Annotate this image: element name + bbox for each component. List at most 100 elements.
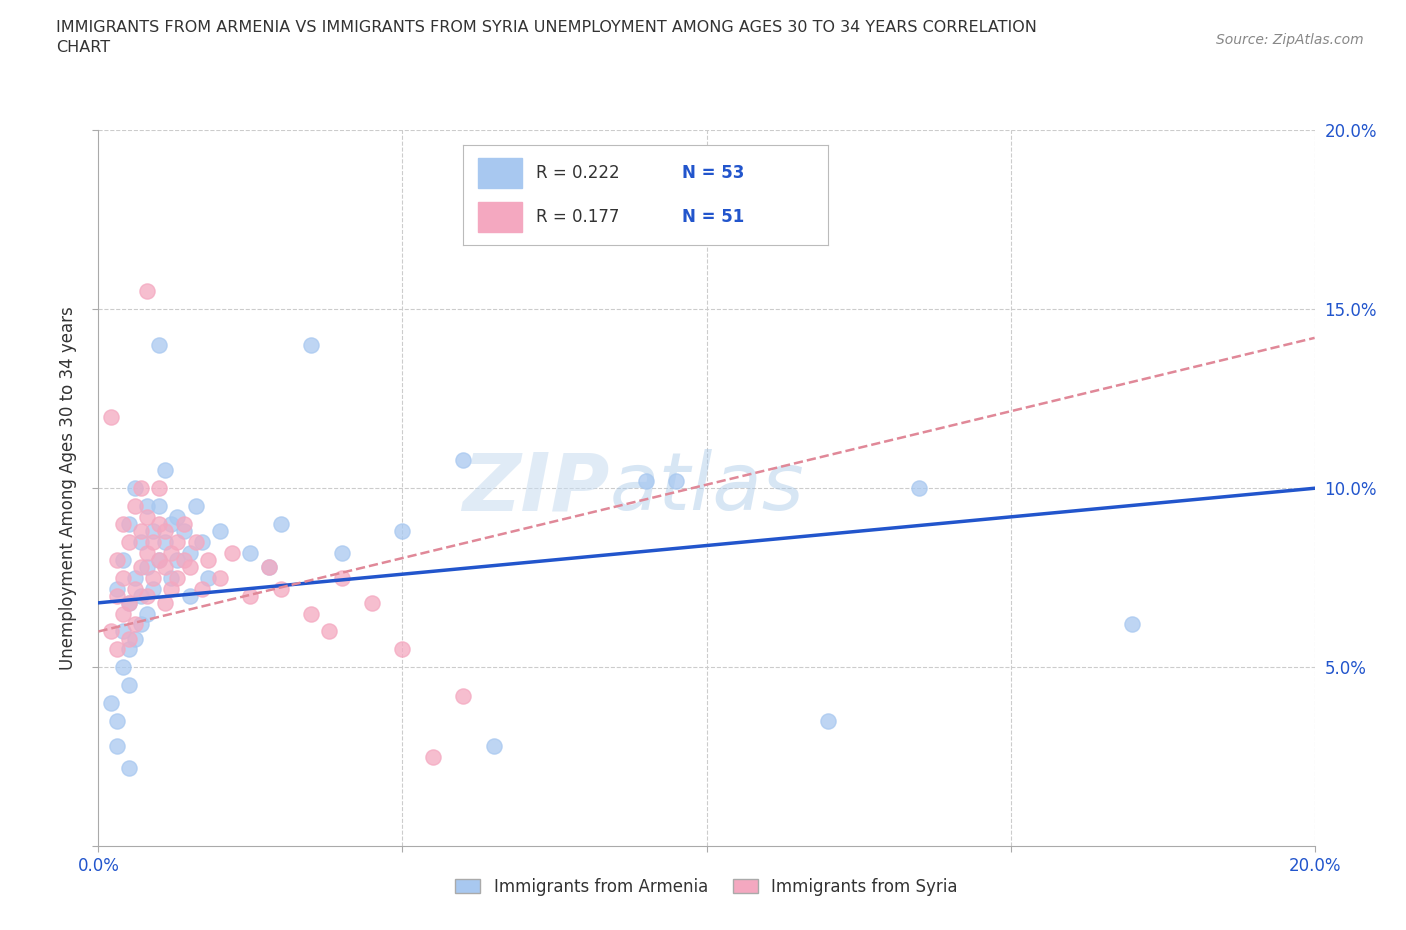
- Point: [136, 545, 159, 560]
- Point: [160, 570, 183, 585]
- Point: [142, 581, 165, 596]
- Point: [908, 481, 931, 496]
- Point: [124, 631, 146, 646]
- Point: [166, 552, 188, 567]
- Point: [124, 570, 146, 585]
- Point: [142, 535, 165, 550]
- Point: [124, 581, 146, 596]
- Point: [136, 606, 159, 621]
- Point: [118, 595, 141, 610]
- Point: [239, 545, 262, 560]
- Point: [665, 473, 688, 488]
- Legend: Immigrants from Armenia, Immigrants from Syria: Immigrants from Armenia, Immigrants from…: [449, 871, 965, 902]
- Point: [148, 552, 170, 567]
- Point: [118, 642, 141, 657]
- Point: [124, 498, 146, 513]
- Point: [105, 713, 128, 728]
- Point: [482, 738, 505, 753]
- Point: [148, 481, 170, 496]
- Point: [129, 617, 152, 631]
- Point: [118, 517, 141, 532]
- Point: [155, 560, 177, 575]
- Point: [191, 535, 214, 550]
- Text: Source: ZipAtlas.com: Source: ZipAtlas.com: [1216, 33, 1364, 46]
- Point: [118, 760, 141, 775]
- Point: [155, 524, 177, 538]
- Point: [111, 624, 134, 639]
- Point: [118, 631, 141, 646]
- Point: [105, 738, 128, 753]
- Point: [155, 595, 177, 610]
- Point: [105, 552, 128, 567]
- Point: [160, 517, 183, 532]
- Point: [100, 696, 122, 711]
- Point: [257, 560, 280, 575]
- Point: [160, 581, 183, 596]
- Text: ZIP: ZIP: [461, 449, 609, 527]
- Point: [191, 581, 214, 596]
- Point: [118, 535, 141, 550]
- Point: [129, 535, 152, 550]
- Point: [209, 570, 232, 585]
- Point: [391, 524, 413, 538]
- Point: [100, 624, 122, 639]
- Point: [105, 581, 128, 596]
- Point: [166, 570, 188, 585]
- Point: [136, 510, 159, 525]
- Point: [160, 545, 183, 560]
- Point: [184, 498, 207, 513]
- Point: [129, 481, 152, 496]
- Point: [453, 452, 475, 467]
- Point: [239, 589, 262, 604]
- Point: [184, 535, 207, 550]
- Point: [129, 589, 152, 604]
- Point: [361, 595, 384, 610]
- Point: [129, 560, 152, 575]
- Point: [166, 535, 188, 550]
- Point: [453, 688, 475, 703]
- Point: [299, 606, 322, 621]
- Point: [318, 624, 340, 639]
- Point: [118, 678, 141, 693]
- Point: [197, 552, 219, 567]
- Point: [817, 713, 839, 728]
- Point: [111, 552, 134, 567]
- Point: [173, 524, 195, 538]
- Point: [148, 552, 170, 567]
- Point: [136, 284, 159, 299]
- Point: [129, 524, 152, 538]
- Point: [155, 535, 177, 550]
- Point: [118, 595, 141, 610]
- Point: [270, 517, 292, 532]
- Point: [111, 517, 134, 532]
- Point: [111, 570, 134, 585]
- Point: [179, 589, 201, 604]
- Point: [270, 581, 292, 596]
- Point: [173, 517, 195, 532]
- Point: [148, 498, 170, 513]
- Point: [330, 570, 353, 585]
- Point: [330, 545, 353, 560]
- Point: [100, 409, 122, 424]
- Point: [166, 510, 188, 525]
- Point: [422, 750, 444, 764]
- Point: [179, 545, 201, 560]
- Y-axis label: Unemployment Among Ages 30 to 34 years: Unemployment Among Ages 30 to 34 years: [59, 306, 77, 671]
- Point: [1121, 617, 1143, 631]
- Point: [391, 642, 413, 657]
- Point: [105, 589, 128, 604]
- Point: [173, 552, 195, 567]
- Point: [136, 589, 159, 604]
- Point: [136, 498, 159, 513]
- Point: [155, 463, 177, 478]
- Text: atlas: atlas: [609, 449, 804, 527]
- Point: [221, 545, 243, 560]
- Point: [111, 660, 134, 675]
- Point: [142, 524, 165, 538]
- Point: [148, 338, 170, 352]
- Point: [257, 560, 280, 575]
- Point: [142, 570, 165, 585]
- Point: [111, 606, 134, 621]
- Point: [299, 338, 322, 352]
- Point: [136, 560, 159, 575]
